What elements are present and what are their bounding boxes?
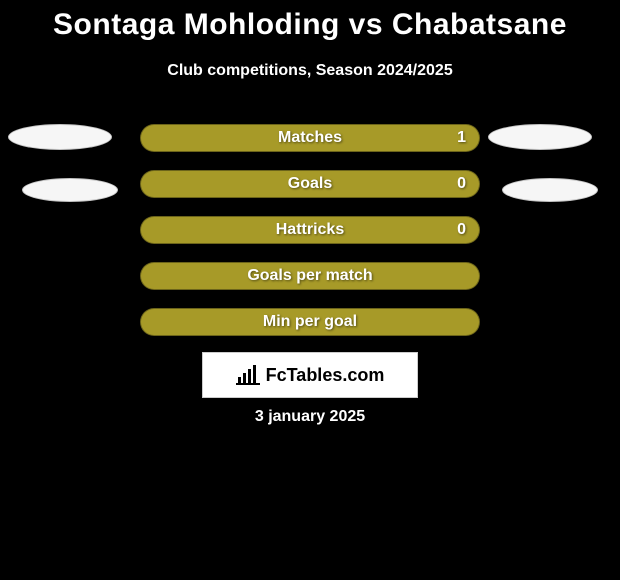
stat-label: Matches <box>140 124 480 152</box>
subtitle: Club competitions, Season 2024/2025 <box>0 62 620 80</box>
stat-row: Goals per match <box>0 262 620 290</box>
brand-label: FcTables.com <box>266 365 385 386</box>
stat-row: Min per goal <box>0 308 620 336</box>
bar-chart-icon <box>236 365 260 385</box>
stat-label: Goals <box>140 170 480 198</box>
stat-label: Hattricks <box>140 216 480 244</box>
brand-badge: FcTables.com <box>202 352 418 398</box>
stat-value: 0 <box>457 170 466 198</box>
stat-label: Goals per match <box>140 262 480 290</box>
stat-row: Hattricks 0 <box>0 216 620 244</box>
stat-value: 1 <box>457 124 466 152</box>
stat-row: Matches 1 <box>0 124 620 152</box>
stats-list: Matches 1 Goals 0 Hattricks 0 Goals per … <box>0 124 620 354</box>
comparison-infographic: Sontaga Mohloding vs Chabatsane Club com… <box>0 0 620 580</box>
page-title: Sontaga Mohloding vs Chabatsane <box>0 8 620 42</box>
stat-row: Goals 0 <box>0 170 620 198</box>
stat-value: 0 <box>457 216 466 244</box>
date-label: 3 january 2025 <box>0 408 620 426</box>
stat-label: Min per goal <box>140 308 480 336</box>
